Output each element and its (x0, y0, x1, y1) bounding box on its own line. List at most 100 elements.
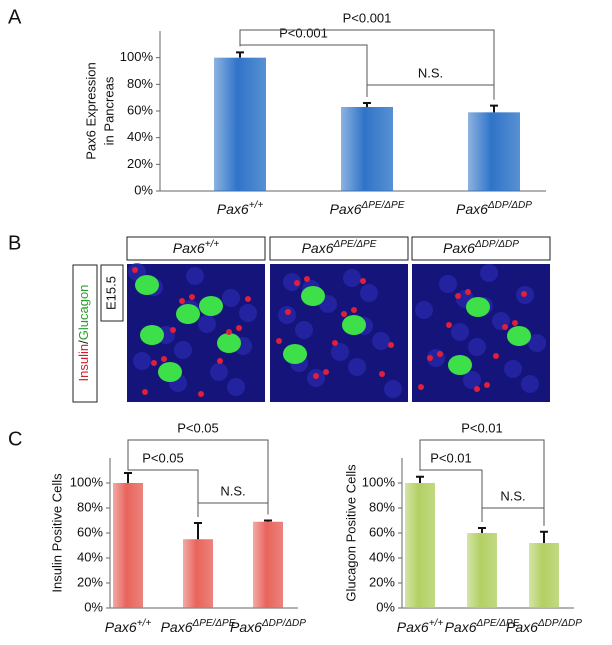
y-tick-label: 40% (127, 129, 153, 144)
insulin-cell (427, 355, 433, 361)
insulin-cell (521, 291, 527, 297)
stain-label: Insulin/Glucagon (76, 285, 91, 382)
insulin-cell (379, 371, 385, 377)
nucleus (348, 358, 366, 376)
nucleus (222, 289, 240, 307)
insulin-cell (161, 356, 167, 362)
nucleus (463, 371, 481, 389)
error-bar (236, 51, 244, 58)
y-tick-label: 0% (134, 182, 153, 197)
genotype-label: Pax6ΔPE/ΔPE (330, 200, 405, 217)
bar (529, 543, 559, 608)
error-bar (363, 102, 371, 107)
insulin-cell (189, 294, 195, 300)
insulin-cell (198, 391, 204, 397)
significance-bracket (239, 29, 495, 100)
genotype-label: Pax6+/+ (173, 239, 220, 256)
glucagon-cell (135, 275, 159, 295)
stage-box (100, 264, 124, 322)
insulin-cell (351, 307, 357, 313)
insulin-cell (493, 353, 499, 359)
insulin-cell (142, 389, 148, 395)
genotype-label: Pax6ΔDP/ΔDP (230, 618, 306, 635)
bar (341, 107, 393, 191)
nucleus (480, 264, 498, 282)
significance-label: P<0.001 (343, 10, 392, 25)
bar (467, 533, 497, 608)
y-axis-label: Insulin Positive Cells (49, 473, 64, 593)
column-header-box (126, 236, 266, 261)
insulin-cell (512, 320, 518, 326)
y-tick-label: 100% (362, 474, 396, 489)
insulin-cell (236, 325, 242, 331)
nucleus (210, 363, 228, 381)
nucleus (283, 273, 301, 291)
significance-label: P<0.05 (177, 420, 219, 435)
glucagon-cell (342, 315, 366, 335)
y-tick-label: 60% (127, 102, 153, 117)
insulin-cell (474, 386, 480, 392)
insulin-cell (484, 382, 490, 388)
y-tick-label: 20% (127, 156, 153, 171)
insulin-cell (179, 298, 185, 304)
y-tick-label: 0% (84, 599, 103, 614)
y-axis-label: in Pancreas (101, 76, 116, 145)
nucleus (360, 284, 378, 302)
genotype-label: Pax6ΔPE/ΔPE (302, 239, 377, 256)
nucleus (384, 380, 402, 398)
genotype-label: Pax6ΔDP/ΔDP (443, 239, 519, 256)
nucleus (198, 315, 216, 333)
error-bar (194, 522, 202, 540)
insulin-cell (294, 280, 300, 286)
y-tick-label: 80% (127, 76, 153, 91)
error-bar (478, 527, 486, 533)
panel-label: A (8, 6, 22, 28)
nucleus (186, 267, 204, 285)
glucagon-cell (448, 355, 472, 375)
insulin-cell (388, 342, 394, 348)
genotype-label: Pax6+/+ (217, 200, 264, 217)
glucagon-cell (301, 286, 325, 306)
insulin-cell (332, 340, 338, 346)
significance-bracket (366, 84, 495, 100)
insulin-cell (170, 327, 176, 333)
error-bar (264, 519, 272, 522)
y-tick-label: 20% (369, 574, 395, 589)
insulin-cell (418, 384, 424, 390)
insulin-cell (226, 329, 232, 335)
nucleus (133, 352, 151, 370)
genotype-label: Pax6+/+ (397, 618, 444, 635)
nucleus (278, 306, 296, 324)
genotype-label: Pax6ΔPE/ΔPE (445, 618, 520, 635)
significance-label: N.S. (418, 65, 443, 80)
insulin-cell (276, 338, 282, 344)
glucagon-cell (158, 362, 182, 382)
glucagon-cell (507, 326, 531, 346)
significance-label: N.S. (500, 488, 525, 503)
glucagon-cell (199, 296, 223, 316)
insulin-cell (245, 296, 251, 302)
significance-label: P<0.001 (279, 25, 328, 40)
y-tick-label: 80% (77, 499, 103, 514)
y-tick-label: 40% (77, 549, 103, 564)
glucagon-cell (466, 297, 490, 317)
nucleus (331, 343, 349, 361)
nucleus (521, 375, 539, 393)
bar (468, 112, 520, 191)
y-tick-label: 100% (70, 474, 104, 489)
stage-label: E15.5 (103, 276, 118, 310)
y-axis-label: Pax6 Expression (83, 62, 98, 160)
glucagon-cell (176, 304, 200, 324)
panel-label: B (8, 232, 21, 254)
significance-bracket (197, 502, 269, 517)
insulin-cell (285, 309, 291, 315)
nucleus (372, 332, 390, 350)
bar (183, 539, 213, 608)
insulin-cell (151, 360, 157, 366)
significance-bracket (127, 467, 199, 517)
glucagon-cell (283, 344, 307, 364)
nucleus (528, 334, 546, 352)
y-tick-label: 40% (369, 549, 395, 564)
y-tick-label: 20% (77, 574, 103, 589)
y-tick-label: 0% (376, 599, 395, 614)
